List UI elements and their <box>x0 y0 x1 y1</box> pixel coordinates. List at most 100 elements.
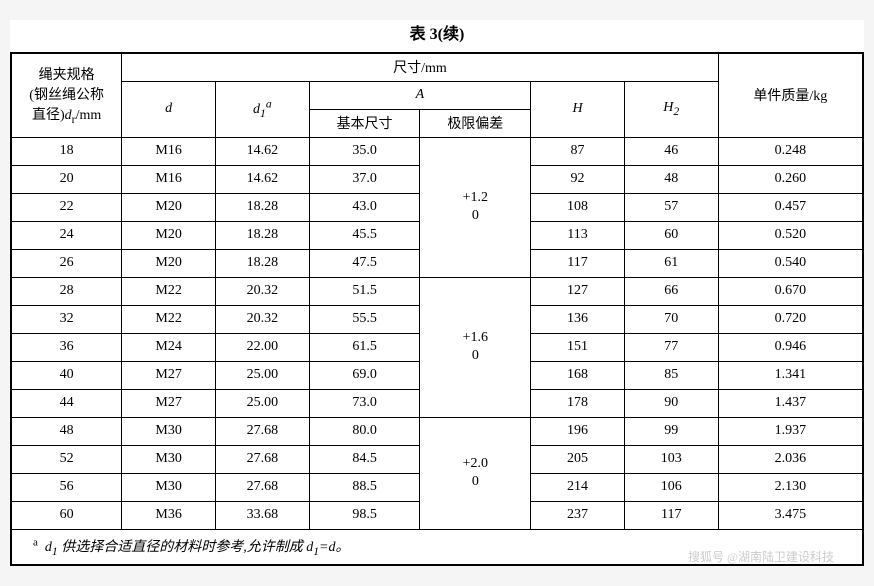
header-A-basic: 基本尺寸 <box>309 109 420 137</box>
cell-tolerance: +1.60 <box>420 277 531 417</box>
cell-d1: 18.28 <box>215 221 309 249</box>
cell-d1: 27.68 <box>215 445 309 473</box>
cell-h2: 103 <box>624 445 718 473</box>
cell-d1: 18.28 <box>215 193 309 221</box>
cell-w: 0.540 <box>718 249 863 277</box>
cell-a: 43.0 <box>309 193 420 221</box>
cell-d1: 14.62 <box>215 137 309 165</box>
cell-h2: 90 <box>624 389 718 417</box>
cell-a: 35.0 <box>309 137 420 165</box>
header-H: H <box>531 81 625 137</box>
cell-h: 108 <box>531 193 625 221</box>
cell-a: 47.5 <box>309 249 420 277</box>
cell-spec: 48 <box>11 417 122 445</box>
cell-w: 0.248 <box>718 137 863 165</box>
cell-d: M16 <box>122 137 216 165</box>
cell-d1: 33.68 <box>215 501 309 529</box>
cell-d1: 20.32 <box>215 305 309 333</box>
cell-h: 136 <box>531 305 625 333</box>
cell-h: 113 <box>531 221 625 249</box>
cell-spec: 20 <box>11 165 122 193</box>
cell-d: M30 <box>122 417 216 445</box>
cell-d: M20 <box>122 221 216 249</box>
cell-w: 0.946 <box>718 333 863 361</box>
table-row: 28M2220.3251.5+1.60127660.670 <box>11 277 863 305</box>
cell-h: 168 <box>531 361 625 389</box>
header-d: d <box>122 81 216 137</box>
cell-h2: 46 <box>624 137 718 165</box>
cell-d: M22 <box>122 305 216 333</box>
cell-d1: 27.68 <box>215 473 309 501</box>
cell-d1: 20.32 <box>215 277 309 305</box>
cell-d: M20 <box>122 249 216 277</box>
cell-a: 45.5 <box>309 221 420 249</box>
cell-h2: 77 <box>624 333 718 361</box>
cell-d1: 18.28 <box>215 249 309 277</box>
cell-d: M20 <box>122 193 216 221</box>
cell-w: 0.457 <box>718 193 863 221</box>
cell-spec: 28 <box>11 277 122 305</box>
table-row: 18M1614.6235.0+1.2087460.248 <box>11 137 863 165</box>
cell-h: 237 <box>531 501 625 529</box>
cell-a: 88.5 <box>309 473 420 501</box>
cell-h2: 106 <box>624 473 718 501</box>
table-title: 表 3(续) <box>10 20 864 44</box>
cell-spec: 18 <box>11 137 122 165</box>
spec-table: 绳夹规格(钢丝绳公称直径)dr/mm 尺寸/mm 单件质量/kg d d1a A… <box>10 52 864 566</box>
cell-w: 1.341 <box>718 361 863 389</box>
cell-w: 1.937 <box>718 417 863 445</box>
cell-d1: 25.00 <box>215 389 309 417</box>
table-header: 绳夹规格(钢丝绳公称直径)dr/mm 尺寸/mm 单件质量/kg d d1a A… <box>11 53 863 137</box>
cell-h2: 99 <box>624 417 718 445</box>
cell-tolerance: +1.20 <box>420 137 531 277</box>
cell-a: 73.0 <box>309 389 420 417</box>
cell-d: M30 <box>122 445 216 473</box>
cell-a: 37.0 <box>309 165 420 193</box>
cell-w: 1.437 <box>718 389 863 417</box>
cell-spec: 52 <box>11 445 122 473</box>
header-spec: 绳夹规格(钢丝绳公称直径)dr/mm <box>11 53 122 137</box>
cell-h2: 48 <box>624 165 718 193</box>
cell-h: 178 <box>531 389 625 417</box>
cell-spec: 24 <box>11 221 122 249</box>
cell-h: 196 <box>531 417 625 445</box>
cell-w: 0.670 <box>718 277 863 305</box>
header-A: A <box>309 81 531 109</box>
cell-d: M36 <box>122 501 216 529</box>
cell-h: 151 <box>531 333 625 361</box>
cell-spec: 26 <box>11 249 122 277</box>
header-A-tol: 极限偏差 <box>420 109 531 137</box>
cell-h2: 70 <box>624 305 718 333</box>
cell-a: 98.5 <box>309 501 420 529</box>
cell-spec: 22 <box>11 193 122 221</box>
cell-d1: 25.00 <box>215 361 309 389</box>
cell-w: 0.720 <box>718 305 863 333</box>
cell-a: 84.5 <box>309 445 420 473</box>
header-H2: H2 <box>624 81 718 137</box>
cell-w: 2.036 <box>718 445 863 473</box>
cell-h2: 60 <box>624 221 718 249</box>
cell-a: 61.5 <box>309 333 420 361</box>
cell-h2: 57 <box>624 193 718 221</box>
cell-h: 127 <box>531 277 625 305</box>
cell-h2: 66 <box>624 277 718 305</box>
footnote: a d1 供选择合适直径的材料时参考,允许制成 d1=d。 <box>11 529 863 565</box>
cell-d1: 14.62 <box>215 165 309 193</box>
cell-h: 92 <box>531 165 625 193</box>
cell-h: 214 <box>531 473 625 501</box>
cell-d: M24 <box>122 333 216 361</box>
cell-h: 87 <box>531 137 625 165</box>
cell-w: 0.260 <box>718 165 863 193</box>
cell-h2: 85 <box>624 361 718 389</box>
cell-spec: 44 <box>11 389 122 417</box>
cell-h2: 117 <box>624 501 718 529</box>
cell-d: M27 <box>122 361 216 389</box>
cell-h: 117 <box>531 249 625 277</box>
cell-spec: 60 <box>11 501 122 529</box>
cell-h2: 61 <box>624 249 718 277</box>
header-size: 尺寸/mm <box>122 53 718 81</box>
cell-h: 205 <box>531 445 625 473</box>
cell-spec: 36 <box>11 333 122 361</box>
table-body: 18M1614.6235.0+1.2087460.24820M1614.6237… <box>11 137 863 529</box>
cell-w: 0.520 <box>718 221 863 249</box>
